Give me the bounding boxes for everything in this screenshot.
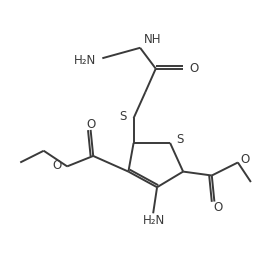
Text: O: O [52, 159, 61, 172]
Text: S: S [120, 110, 127, 123]
Text: O: O [86, 118, 95, 131]
Text: O: O [240, 153, 249, 166]
Text: O: O [213, 201, 222, 214]
Text: S: S [177, 133, 184, 146]
Text: O: O [190, 62, 199, 75]
Text: H₂N: H₂N [74, 54, 96, 67]
Text: NH: NH [144, 33, 162, 46]
Text: H₂N: H₂N [143, 214, 166, 227]
